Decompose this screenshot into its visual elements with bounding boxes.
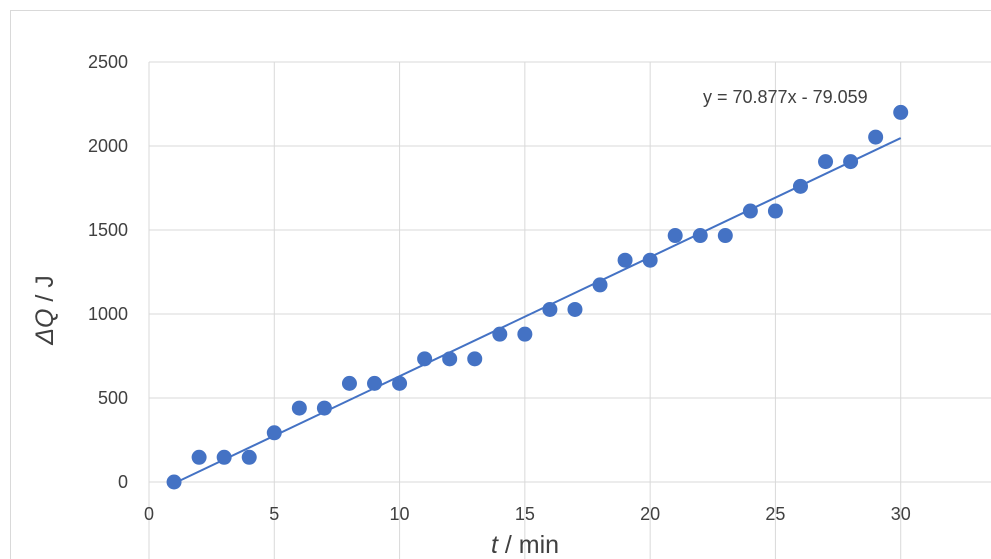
x-axis-title: t / min xyxy=(491,531,559,559)
data-point xyxy=(367,375,383,391)
data-point xyxy=(492,326,508,342)
data-point xyxy=(843,154,859,170)
data-point xyxy=(266,425,282,441)
data-point xyxy=(818,154,834,170)
data-point xyxy=(767,203,783,219)
x-axis-title-unit: / min xyxy=(498,531,559,559)
data-point xyxy=(542,301,558,317)
data-point xyxy=(868,129,884,145)
data-point xyxy=(792,178,808,194)
data-point xyxy=(517,326,533,342)
y-tick-label: 1000 xyxy=(88,304,128,324)
trendline-equation: y = 70.877x - 79.059 xyxy=(703,87,868,107)
data-point xyxy=(291,400,307,416)
data-point xyxy=(341,375,357,391)
data-point xyxy=(692,228,708,244)
data-point xyxy=(191,449,207,465)
y-tick-label: 2500 xyxy=(88,52,128,72)
x-tick-label: 5 xyxy=(269,504,279,524)
data-point xyxy=(567,301,583,317)
data-point xyxy=(617,252,633,268)
y-tick-label: 500 xyxy=(98,388,128,408)
x-tick-label: 30 xyxy=(891,504,911,524)
data-point xyxy=(642,252,658,268)
x-tick-label: 10 xyxy=(390,504,410,524)
data-point xyxy=(392,375,408,391)
x-tick-label: 20 xyxy=(640,504,660,524)
y-axis-title-variable: ΔQ xyxy=(31,309,59,346)
data-point xyxy=(717,228,733,244)
x-tick-label: 25 xyxy=(765,504,785,524)
x-axis-title-variable: t xyxy=(491,531,499,559)
y-tick-label: 2000 xyxy=(88,136,128,156)
y-tick-label: 1500 xyxy=(88,220,128,240)
data-point xyxy=(667,228,683,244)
data-point xyxy=(417,351,433,367)
data-point xyxy=(592,277,608,293)
tick-labels: 0 500 1000 1500 2000 2500 0 5 10 15 20 25 30 xyxy=(88,52,911,524)
data-point xyxy=(893,104,909,120)
x-tick-label: 0 xyxy=(144,504,154,524)
data-point xyxy=(166,474,182,490)
data-point xyxy=(241,449,257,465)
data-point xyxy=(742,203,758,219)
data-point xyxy=(467,351,483,367)
y-tick-label: 0 xyxy=(118,472,128,492)
chart-frame xyxy=(10,10,991,559)
trendline xyxy=(173,137,902,485)
data-points xyxy=(166,104,909,490)
y-axis-title: ΔQ / J xyxy=(31,275,59,346)
x-tick-label: 15 xyxy=(515,504,535,524)
data-point xyxy=(442,351,458,367)
gridlines xyxy=(148,61,991,559)
trendline-group xyxy=(173,137,902,485)
y-axis-title-unit: / J xyxy=(31,275,59,308)
data-point xyxy=(316,400,332,416)
data-point xyxy=(216,449,232,465)
